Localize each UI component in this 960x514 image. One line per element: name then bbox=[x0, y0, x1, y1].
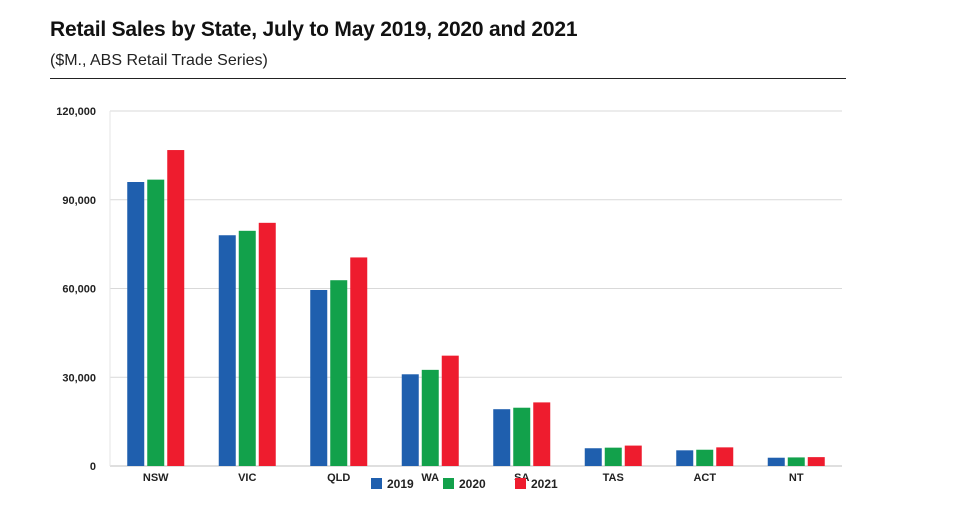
bar-nsw-2021 bbox=[167, 150, 185, 467]
bar-act-2021 bbox=[716, 447, 734, 466]
legend: 2019 2020 2021 bbox=[371, 477, 558, 491]
chart-title: Retail Sales by State, July to May 2019,… bbox=[50, 18, 578, 41]
bar-act-2019 bbox=[676, 450, 694, 466]
bar-act-2020 bbox=[696, 449, 714, 466]
x-tick-label: VIC bbox=[238, 472, 256, 484]
legend-label-2019: 2019 bbox=[387, 477, 414, 491]
legend-swatch-2021 bbox=[515, 478, 526, 489]
legend-swatch-2020 bbox=[443, 478, 454, 489]
y-tick-label: 90,000 bbox=[62, 195, 96, 207]
bar-vic-2020 bbox=[238, 230, 256, 466]
bar-wa-2019 bbox=[401, 374, 419, 466]
bar-nsw-2019 bbox=[127, 182, 145, 466]
bar-qld-2019 bbox=[310, 289, 328, 466]
bar-wa-2021 bbox=[441, 355, 459, 466]
y-axis: 0 30,000 60,000 90,000 120,000 bbox=[56, 106, 96, 473]
y-tick-label: 120,000 bbox=[56, 106, 96, 118]
y-tick-label: 60,000 bbox=[62, 284, 96, 296]
legend-label-2020: 2020 bbox=[459, 477, 486, 491]
bar-tas-2021 bbox=[624, 445, 642, 466]
x-tick-label: TAS bbox=[603, 472, 624, 484]
bar-vic-2019 bbox=[218, 235, 236, 466]
x-tick-label: ACT bbox=[693, 472, 716, 484]
chart-subtitle: ($M., ABS Retail Trade Series) bbox=[50, 52, 268, 69]
bar-nt-2020 bbox=[787, 457, 805, 466]
bar-nsw-2020 bbox=[147, 179, 165, 466]
x-tick-label: QLD bbox=[327, 472, 350, 484]
bar-qld-2020 bbox=[330, 280, 348, 466]
y-tick-label: 30,000 bbox=[62, 372, 96, 384]
bar-wa-2020 bbox=[421, 369, 439, 466]
bar-tas-2020 bbox=[604, 447, 622, 466]
bar-tas-2019 bbox=[584, 448, 602, 466]
legend-swatch-2019 bbox=[371, 478, 382, 489]
bar-vic-2021 bbox=[258, 222, 276, 466]
bars bbox=[127, 150, 825, 467]
x-tick-label: NT bbox=[789, 472, 804, 484]
y-tick-label: 0 bbox=[90, 461, 96, 473]
bar-sa-2021 bbox=[533, 402, 551, 466]
legend-label-2021: 2021 bbox=[531, 477, 558, 491]
bar-nt-2021 bbox=[807, 457, 825, 466]
x-tick-label: NSW bbox=[143, 472, 169, 484]
title-divider bbox=[50, 78, 846, 79]
x-tick-label: WA bbox=[421, 472, 439, 484]
bar-nt-2019 bbox=[767, 457, 785, 466]
bar-qld-2021 bbox=[350, 257, 368, 466]
bar-sa-2020 bbox=[513, 407, 531, 466]
bar-sa-2019 bbox=[493, 409, 511, 466]
